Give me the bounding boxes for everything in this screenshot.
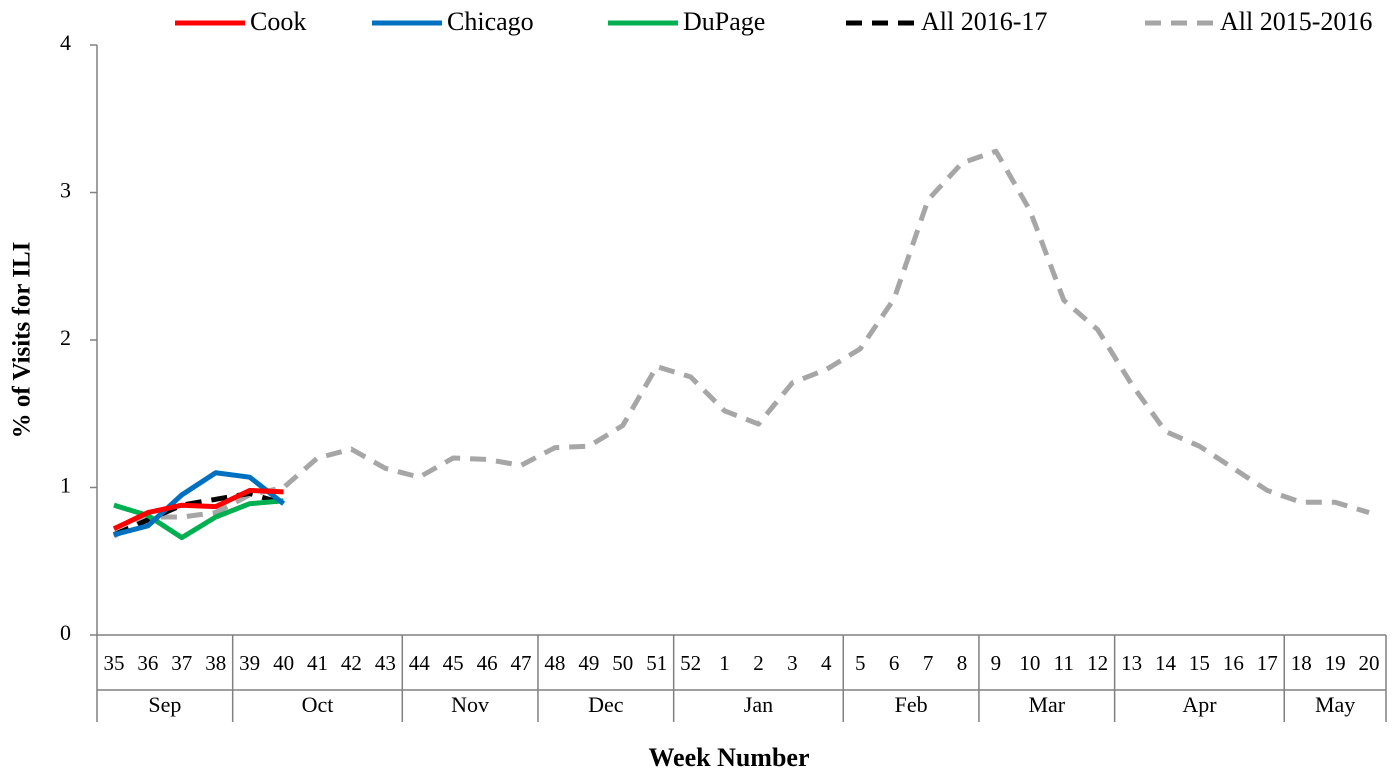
x-group-label: Apr — [1182, 692, 1217, 717]
x-tick-label: 2 — [753, 651, 764, 675]
legend-label: Chicago — [447, 7, 534, 36]
x-group-label: Mar — [1028, 692, 1065, 717]
x-tick-label: 39 — [239, 651, 260, 675]
x-tick-label: 35 — [103, 651, 124, 675]
x-tick-label: 13 — [1121, 651, 1142, 675]
x-tick-label: 43 — [375, 651, 396, 675]
x-tick-label: 52 — [680, 651, 701, 675]
x-tick-label: 7 — [923, 651, 934, 675]
x-tick-label: 16 — [1223, 651, 1244, 675]
legend-label: Cook — [250, 7, 306, 36]
y-axis-title: % of Visits for ILI — [9, 242, 36, 439]
x-tick-label: 47 — [511, 651, 532, 675]
x-tick-label: 51 — [646, 651, 667, 675]
x-group-label: Oct — [302, 692, 334, 717]
legend-label: DuPage — [683, 7, 765, 36]
x-group-label: Nov — [451, 692, 489, 717]
y-tick-label: 1 — [60, 473, 71, 498]
x-tick-label: 9 — [991, 651, 1002, 675]
x-tick-label: 41 — [307, 651, 328, 675]
x-tick-label: 46 — [477, 651, 498, 675]
x-group-label: Dec — [588, 692, 624, 717]
legend-label: All 2016-17 — [921, 7, 1047, 36]
x-group-label: Jan — [744, 692, 773, 717]
x-tick-label: 14 — [1155, 651, 1177, 675]
series-line — [113, 470, 286, 538]
x-tick-label: 45 — [443, 651, 464, 675]
x-group-label: May — [1315, 692, 1355, 717]
x-tick-label: 18 — [1291, 651, 1312, 675]
x-tick-label: 19 — [1325, 651, 1346, 675]
x-tick-label: 49 — [578, 651, 599, 675]
x-tick-label: 48 — [544, 651, 565, 675]
x-tick-label: 5 — [855, 651, 866, 675]
y-tick-label: 4 — [60, 30, 71, 55]
x-tick-label: 42 — [341, 651, 362, 675]
x-tick-label: 40 — [273, 651, 294, 675]
y-tick-label: 0 — [60, 620, 71, 645]
x-tick-label: 15 — [1189, 651, 1210, 675]
x-tick-label: 11 — [1054, 651, 1074, 675]
x-tick-label: 1 — [719, 651, 730, 675]
x-tick-label: 36 — [137, 651, 158, 675]
x-tick-label: 50 — [612, 651, 633, 675]
legend-label: All 2015-2016 — [1220, 7, 1372, 36]
x-tick-label: 8 — [957, 651, 968, 675]
x-tick-label: 10 — [1019, 651, 1040, 675]
x-group-label: Feb — [895, 692, 928, 717]
x-tick-label: 20 — [1359, 651, 1380, 675]
x-axis-title: Week Number — [648, 743, 809, 772]
x-tick-label: 44 — [409, 651, 431, 675]
y-tick-label: 2 — [60, 325, 71, 350]
x-tick-label: 3 — [787, 651, 798, 675]
y-tick-label: 3 — [60, 178, 71, 203]
series-line — [112, 487, 284, 532]
x-tick-label: 38 — [205, 651, 226, 675]
x-tick-label: 4 — [821, 651, 832, 675]
series-line — [112, 490, 285, 537]
x-tick-label: 37 — [171, 651, 192, 675]
x-group-label: Sep — [148, 692, 181, 717]
x-tick-label: 12 — [1087, 651, 1108, 675]
series-line — [112, 148, 1370, 539]
x-tick-label: 6 — [889, 651, 900, 675]
x-tick-label: 17 — [1257, 651, 1278, 675]
